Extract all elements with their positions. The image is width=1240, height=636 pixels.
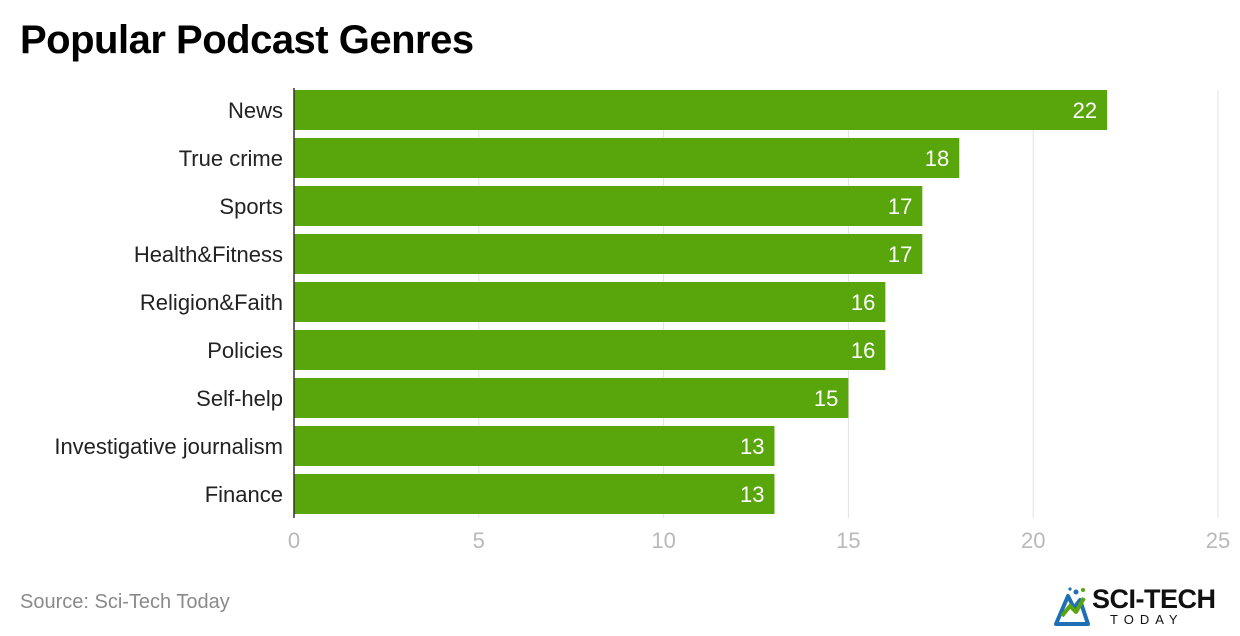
category-label: True crime bbox=[179, 146, 283, 171]
data-label: 16 bbox=[851, 338, 875, 363]
sci-tech-logo: SCI-TECH TODAY bbox=[1052, 584, 1232, 628]
x-tick-label: 25 bbox=[1206, 528, 1230, 553]
category-label: Investigative journalism bbox=[54, 434, 283, 459]
x-tick-label: 15 bbox=[836, 528, 860, 553]
logo-tagline: TODAY bbox=[1110, 612, 1184, 627]
logo-name: SCI-TECH bbox=[1092, 584, 1216, 614]
x-tick-label: 5 bbox=[473, 528, 485, 553]
data-label: 22 bbox=[1073, 98, 1097, 123]
data-label: 16 bbox=[851, 290, 875, 315]
category-label: Sports bbox=[219, 194, 283, 219]
category-label: Policies bbox=[207, 338, 283, 363]
bar bbox=[294, 330, 886, 370]
category-label: News bbox=[228, 98, 283, 123]
bar bbox=[294, 138, 960, 178]
category-label: Finance bbox=[205, 482, 283, 507]
category-label: Self-help bbox=[196, 386, 283, 411]
data-label: 15 bbox=[814, 386, 838, 411]
bar bbox=[294, 474, 775, 514]
bar bbox=[294, 90, 1108, 130]
source-note: Source: Sci-Tech Today bbox=[20, 591, 230, 613]
bar bbox=[294, 378, 849, 418]
data-label: 13 bbox=[740, 482, 764, 507]
category-label: Health&Fitness bbox=[134, 242, 283, 267]
chart-title: Popular Podcast Genres bbox=[20, 18, 474, 62]
data-label: 18 bbox=[925, 146, 949, 171]
bar bbox=[294, 234, 923, 274]
bar bbox=[294, 186, 923, 226]
bar-chart: News 22 True crime 18 Sports 17 Health&Fitness… bbox=[54, 88, 1230, 553]
x-tick-label: 10 bbox=[651, 528, 675, 553]
bar bbox=[294, 282, 886, 322]
data-label: 17 bbox=[888, 194, 912, 219]
logo-mark-icon bbox=[1054, 587, 1090, 626]
x-tick-label: 20 bbox=[1021, 528, 1045, 553]
x-tick-label: 0 bbox=[288, 528, 300, 553]
data-label: 13 bbox=[740, 434, 764, 459]
bar bbox=[294, 426, 775, 466]
category-label: Religion&Faith bbox=[140, 290, 283, 315]
data-label: 17 bbox=[888, 242, 912, 267]
